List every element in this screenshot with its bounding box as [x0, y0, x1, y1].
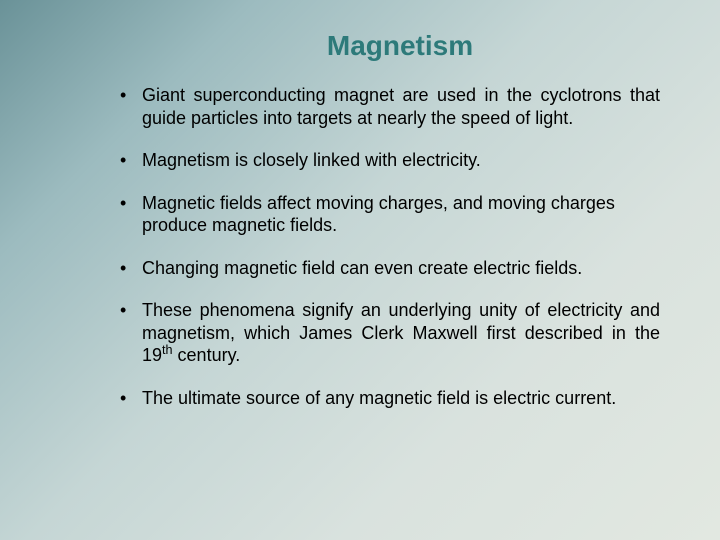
slide: Magnetism Giant superconducting magnet a…: [0, 0, 720, 540]
bullet-text-post: century.: [173, 345, 241, 365]
list-item: Magnetic fields affect moving charges, a…: [120, 192, 660, 237]
superscript: th: [162, 343, 173, 357]
slide-title: Magnetism: [140, 30, 660, 62]
list-item: The ultimate source of any magnetic fiel…: [120, 387, 660, 410]
list-item: Magnetism is closely linked with electri…: [120, 149, 660, 172]
list-item: Giant superconducting magnet are used in…: [120, 84, 660, 129]
bullet-list: Giant superconducting magnet are used in…: [60, 84, 660, 409]
list-item: Changing magnetic field can even create …: [120, 257, 660, 280]
list-item: These phenomena signify an underlying un…: [120, 299, 660, 367]
